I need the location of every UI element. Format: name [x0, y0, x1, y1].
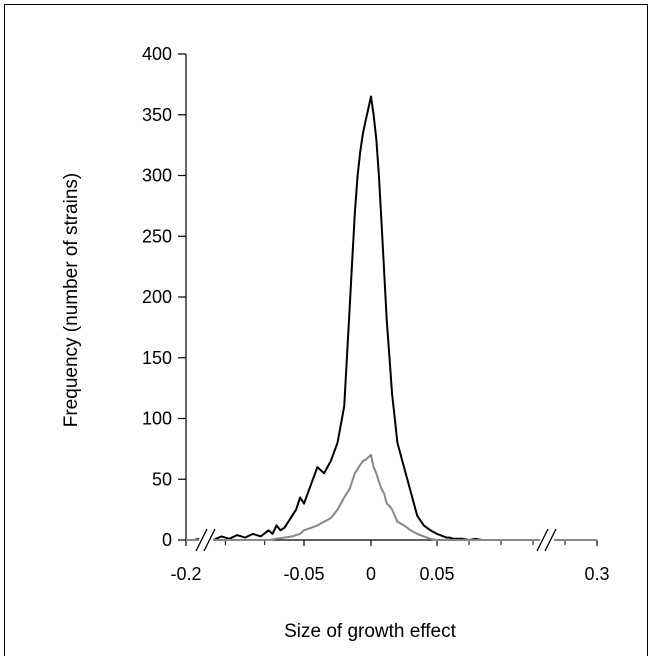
axis-break-slash: [536, 528, 549, 552]
x-axis-label: Size of growth effect: [284, 621, 457, 642]
x-tick-label: -0.05: [283, 564, 324, 584]
y-tick-label: 100: [142, 409, 172, 429]
axes: [185, 54, 597, 541]
y-tick-label: 300: [142, 166, 172, 186]
y-tick-label: 50: [152, 469, 172, 489]
ticks: 0 50 100 150 200 250 300 350 400 -0.2 -0.05 0 0.05 0.…: [142, 44, 610, 584]
axis-break-slash: [195, 528, 208, 552]
y-tick-label: 0: [162, 530, 172, 550]
series-lines: [186, 95, 597, 541]
series-line-2: [186, 453, 597, 541]
x-tick-label: 0.3: [584, 564, 609, 584]
series-line-1: [186, 95, 597, 541]
chart-frame: [4, 4, 648, 656]
y-tick-label: 400: [142, 44, 172, 64]
axis-break-slash: [203, 528, 216, 552]
x-tick-label: 0.05: [419, 564, 454, 584]
y-tick-label: 250: [142, 226, 172, 246]
axis-break-slash: [544, 528, 557, 552]
y-tick-label: 350: [142, 105, 172, 125]
y-tick-label: 200: [142, 287, 172, 307]
x-tick-label: 0: [366, 564, 376, 584]
x-tick-label: -0.2: [170, 564, 201, 584]
y-tick-label: 150: [142, 348, 172, 368]
y-axis-label: Frequency (number of strains): [61, 173, 82, 428]
axis-breaks: [195, 528, 557, 552]
